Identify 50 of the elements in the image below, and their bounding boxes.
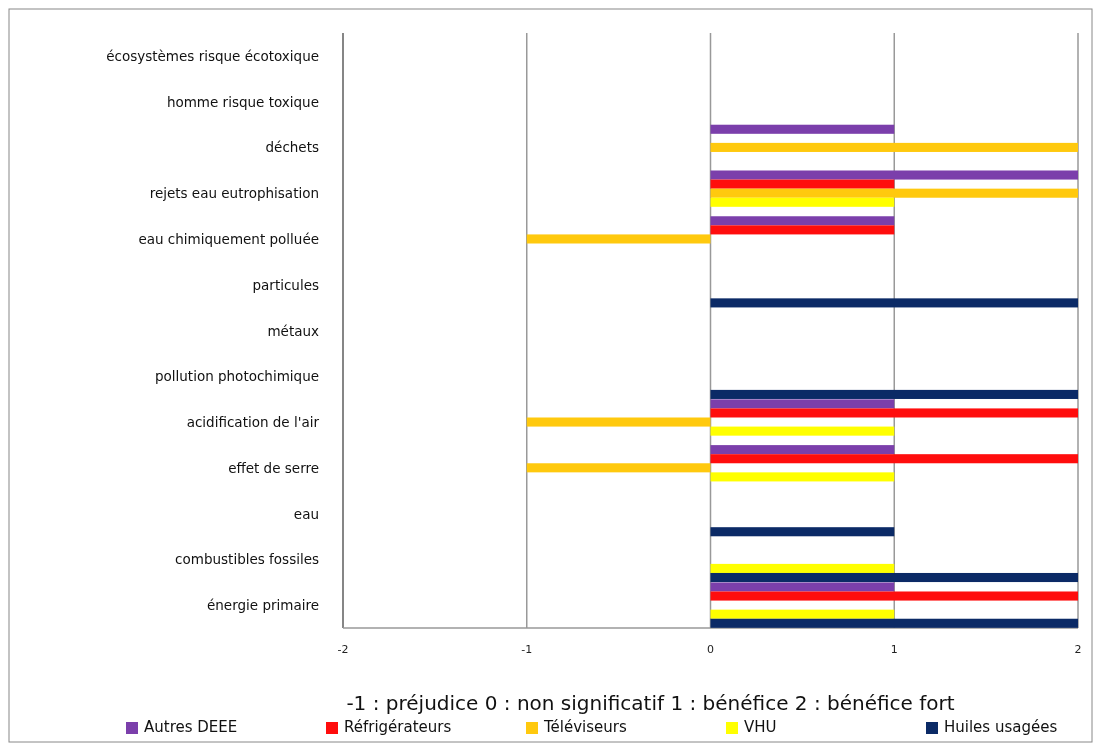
- bar: [710, 563, 895, 573]
- legend-label: Huiles usagées: [944, 718, 1058, 736]
- x-tick-label: 2: [1074, 643, 1082, 656]
- y-tick-label: écosystèmes risque écotoxique: [106, 47, 319, 64]
- legend-label: VHU: [744, 718, 777, 736]
- bar: [710, 170, 1078, 180]
- bar: [710, 298, 1078, 308]
- bar: [710, 179, 895, 189]
- bar: [710, 124, 895, 134]
- bar: [526, 463, 711, 473]
- y-tick-label: rejets eau eutrophisation: [149, 185, 319, 202]
- bar: [710, 216, 895, 226]
- bar: [710, 225, 895, 235]
- bar: [710, 609, 895, 619]
- legend-label: Réfrigérateurs: [344, 718, 452, 736]
- y-tick-label: eau: [293, 505, 319, 522]
- bar: [710, 389, 1078, 399]
- y-tick-label: pollution photochimique: [154, 368, 319, 385]
- bar: [710, 142, 1078, 152]
- y-tick-label: homme risque toxique: [166, 93, 319, 110]
- x-tick-label: 0: [707, 643, 714, 656]
- bar: [710, 197, 895, 207]
- bar: [710, 426, 895, 436]
- x-tick-label: 1: [890, 643, 898, 656]
- x-tick-label: -1: [521, 643, 533, 656]
- bar: [526, 417, 711, 427]
- y-tick-label: acidification de l'air: [186, 414, 320, 431]
- y-tick-label: énergie primaire: [206, 597, 319, 614]
- y-tick-label: déchets: [265, 139, 319, 156]
- text: -1 : préjudice 0 : non significatif 1 : bénéfice 2 : bénéfice fort: [346, 691, 955, 715]
- bar: [710, 527, 895, 537]
- bar: [710, 582, 895, 592]
- bar: [710, 408, 1078, 418]
- bar: [710, 188, 1078, 198]
- bar: [710, 591, 1078, 601]
- y-tick-label: eau chimiquement polluée: [138, 230, 319, 247]
- bar: [710, 454, 1078, 464]
- bar: [710, 572, 1078, 583]
- y-tick-label: effet de serre: [228, 459, 319, 476]
- legend-label: Téléviseurs: [543, 718, 627, 736]
- x-tick-label: -2: [337, 643, 349, 656]
- y-tick-label: combustibles fossiles: [175, 551, 319, 568]
- bar: [710, 445, 895, 455]
- bar: [710, 472, 895, 482]
- y-tick-label: métaux: [267, 322, 319, 339]
- legend-label: Autres DEEE: [144, 718, 238, 736]
- bar: [710, 618, 1078, 628]
- bar: [710, 399, 895, 409]
- y-tick-label: particules: [252, 276, 319, 293]
- bar: [526, 234, 711, 244]
